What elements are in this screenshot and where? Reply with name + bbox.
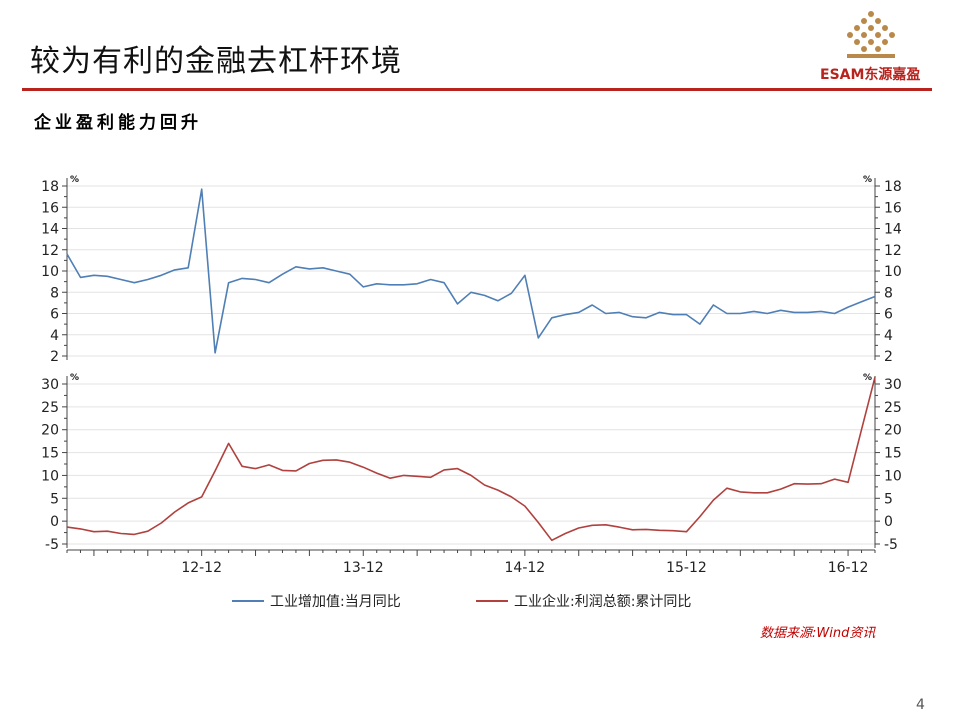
y-tick-label-right: 12 bbox=[884, 243, 902, 259]
y-tick-label-right: 4 bbox=[884, 328, 893, 344]
y-tick-label-left: 4 bbox=[50, 328, 59, 344]
y-tick-label-left: 10 bbox=[41, 264, 59, 280]
y-tick-label-right: 16 bbox=[884, 200, 902, 216]
unit-label-left: % bbox=[70, 373, 79, 383]
page-number: 4 bbox=[916, 697, 925, 713]
y-tick-label-right: 25 bbox=[884, 400, 902, 416]
unit-label-left: % bbox=[70, 175, 79, 185]
y-tick-label-right: 18 bbox=[884, 179, 902, 195]
y-tick-label-right: 10 bbox=[884, 468, 902, 484]
x-tick-label: 12-12 bbox=[181, 560, 222, 576]
y-tick-label-left: 2 bbox=[50, 349, 59, 365]
y-tick-label-left: 25 bbox=[41, 400, 59, 416]
unit-label-right: % bbox=[863, 175, 872, 185]
y-tick-label-right: 14 bbox=[884, 222, 902, 238]
y-tick-label-left: 16 bbox=[41, 200, 59, 216]
y-tick-label-right: 6 bbox=[884, 307, 893, 323]
legend-label: 工业企业:利润总额:累计同比 bbox=[514, 593, 691, 610]
logo-text: ESAM东源嘉盈 bbox=[820, 67, 921, 83]
y-tick-label-right: 30 bbox=[884, 377, 902, 393]
title-rule bbox=[22, 88, 932, 91]
x-tick-label: 13-12 bbox=[343, 560, 384, 576]
y-tick-label-right: 2 bbox=[884, 349, 893, 365]
y-tick-label-right: 15 bbox=[884, 446, 902, 462]
y-tick-label-left: 8 bbox=[50, 285, 59, 301]
y-tick-label-left: 6 bbox=[50, 307, 59, 323]
data-source-note: 数据来源:Wind资讯 bbox=[760, 626, 876, 641]
x-tick-label: 14-12 bbox=[505, 560, 546, 576]
y-tick-label-left: -5 bbox=[45, 537, 59, 553]
y-tick-label-left: 14 bbox=[41, 222, 59, 238]
y-tick-label-left: 30 bbox=[41, 377, 59, 393]
y-tick-label-right: 0 bbox=[884, 514, 893, 530]
y-tick-label-left: 18 bbox=[41, 179, 59, 195]
y-tick-label-left: 0 bbox=[50, 514, 59, 530]
series-line bbox=[66, 376, 876, 542]
unit-label-right: % bbox=[863, 373, 872, 383]
y-tick-label-right: 8 bbox=[884, 285, 893, 301]
y-tick-label-left: 5 bbox=[50, 491, 59, 507]
logo-emblem-icon bbox=[847, 11, 895, 58]
x-tick-label: 15-12 bbox=[666, 560, 707, 576]
y-tick-label-left: 15 bbox=[41, 446, 59, 462]
legend-label: 工业增加值:当月同比 bbox=[270, 594, 401, 610]
y-tick-label-left: 10 bbox=[41, 468, 59, 484]
y-tick-label-right: 20 bbox=[884, 423, 902, 439]
y-tick-label-right: -5 bbox=[884, 537, 898, 553]
company-logo bbox=[812, 6, 930, 86]
series-line bbox=[66, 188, 876, 354]
y-tick-label-left: 12 bbox=[41, 243, 59, 259]
y-tick-label-right: 5 bbox=[884, 491, 893, 507]
x-tick-label: 16-12 bbox=[828, 560, 869, 576]
y-tick-label-left: 20 bbox=[41, 423, 59, 439]
y-tick-label-right: 10 bbox=[884, 264, 902, 280]
page-title: 较为有利的金融去杠杆环境 bbox=[30, 44, 402, 79]
chart-subtitle: 企业盈利能力回升 bbox=[34, 113, 202, 133]
